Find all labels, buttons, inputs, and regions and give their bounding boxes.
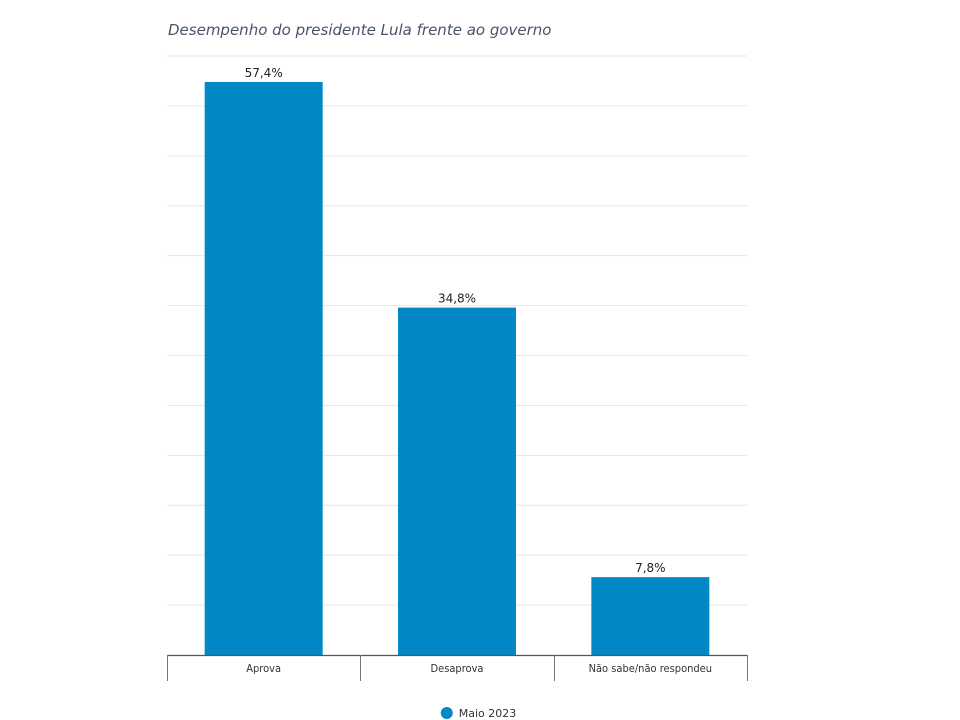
data-label: 7,8%: [635, 561, 666, 575]
data-label: 57,4%: [245, 66, 283, 80]
legend-marker[interactable]: [440, 707, 453, 719]
x-tick-label: Desaprova: [430, 662, 483, 675]
chart-subtitle: Desempenho do presidente Lula frente ao …: [168, 21, 552, 39]
bar[interactable]: [398, 307, 516, 655]
bar[interactable]: [204, 81, 323, 655]
x-tick-label: Aprova: [246, 662, 281, 675]
x-tick-label: Não sabe/não respondeu: [589, 662, 712, 675]
bar[interactable]: [591, 577, 710, 655]
legend-label[interactable]: Maio 2023: [459, 707, 517, 720]
data-label: 34,8%: [438, 292, 476, 306]
